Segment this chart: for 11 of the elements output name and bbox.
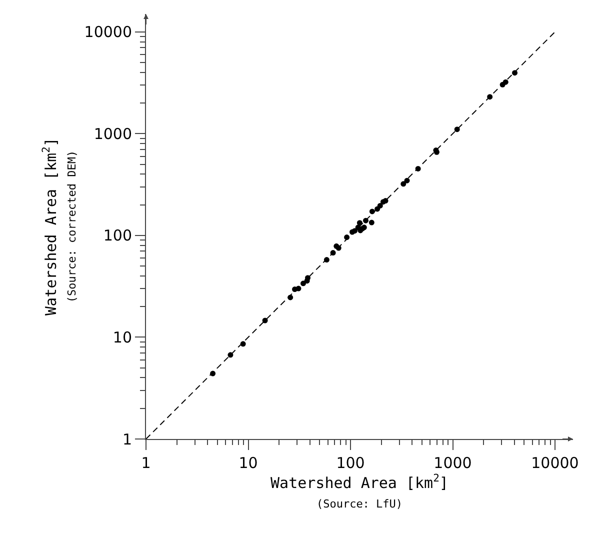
y-tick-label: 1 <box>122 430 132 448</box>
y-tick-label: 10 <box>112 328 132 346</box>
text: Watershed Area [km$^{2}$] (Source: LfU) <box>270 472 448 510</box>
x-tick-label: 1 <box>141 454 151 472</box>
x-tick-label: 1000 <box>434 454 472 472</box>
x-tick-label: 100 <box>336 454 365 472</box>
y-tick-label: 1000 <box>94 124 132 143</box>
x-tick-label: 10000 <box>531 454 579 472</box>
y-tick-label: 10000 <box>84 23 132 42</box>
x-tick-label: 10 <box>238 454 258 472</box>
y-tick-label: 100 <box>103 226 132 245</box>
